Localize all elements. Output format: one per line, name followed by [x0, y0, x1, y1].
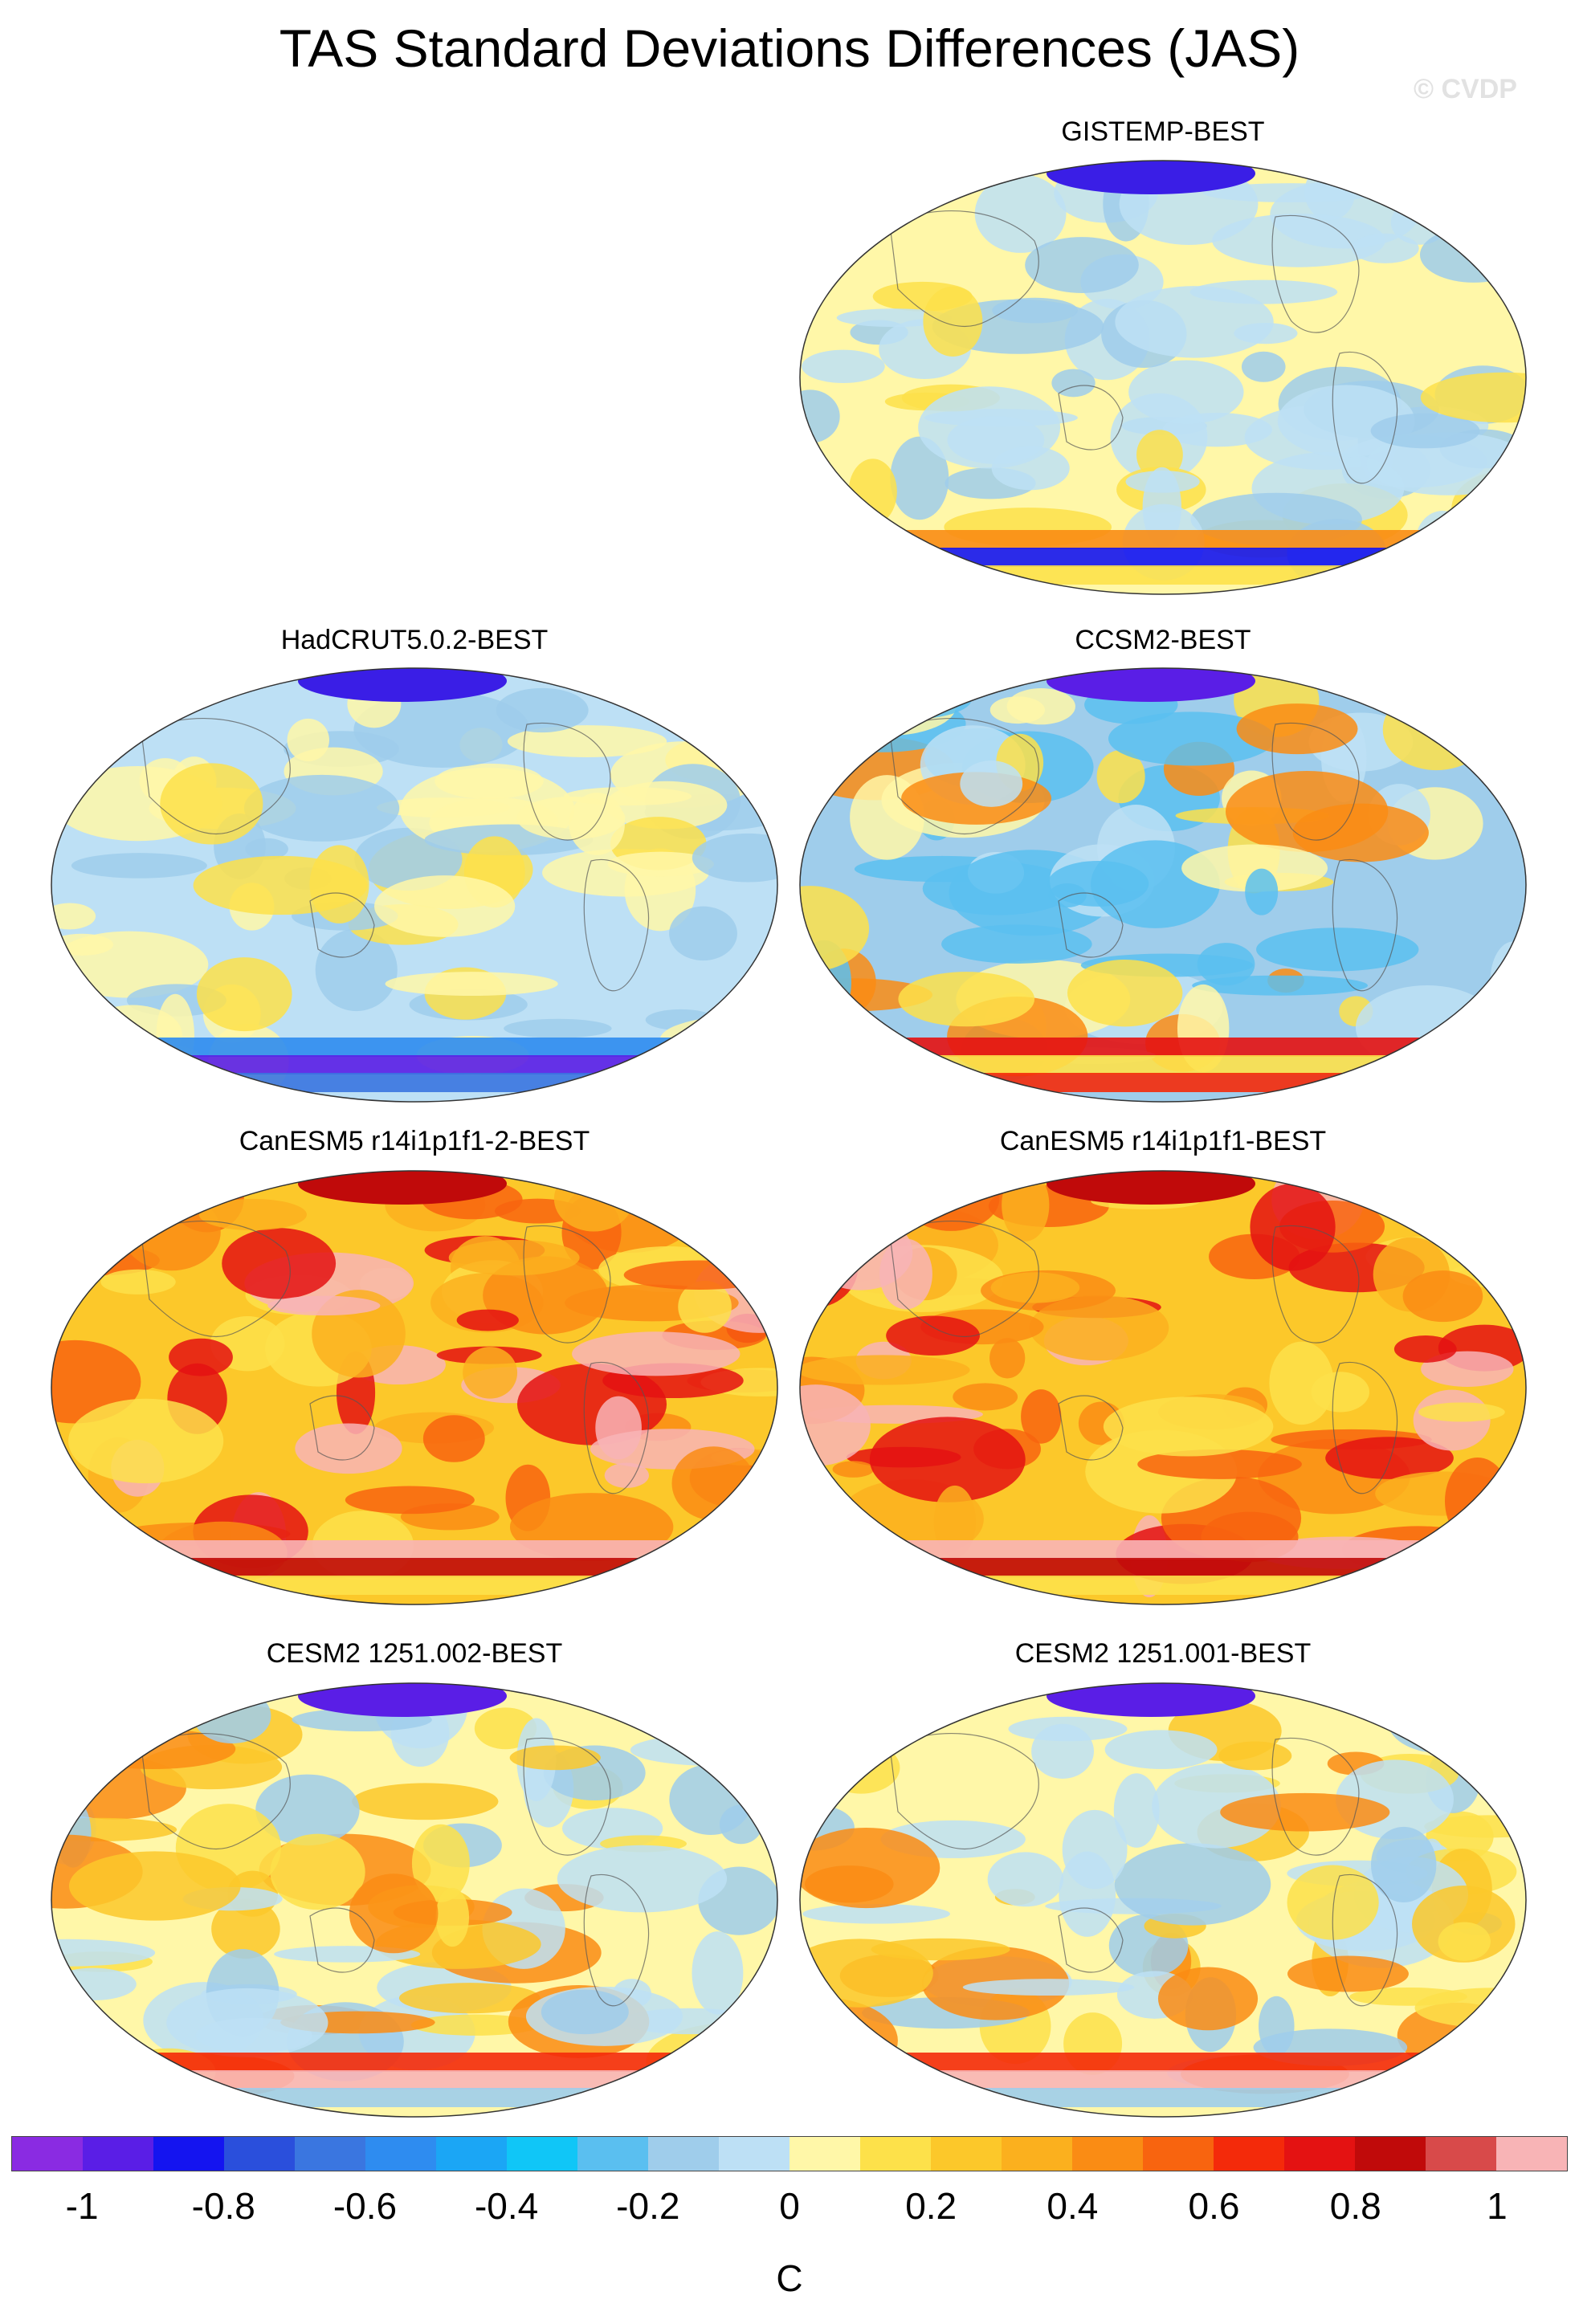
colorbar-segment: [1355, 2137, 1426, 2171]
map-cesm2-001: [799, 1682, 1527, 2118]
colorbar-segment: [1072, 2137, 1143, 2171]
colorbar-segment: [719, 2137, 790, 2171]
colorbar-segment: [365, 2137, 436, 2171]
colorbar-segment: [436, 2137, 507, 2171]
colorbar-segment: [153, 2137, 224, 2171]
map-canesm: [799, 1170, 1527, 1605]
colorbar-segment: [931, 2137, 1002, 2171]
panel-label-cesm2-002: CESM2 1251.002-BEST: [266, 1638, 563, 1669]
colorbar-unit: C: [776, 2257, 803, 2299]
cvdp-watermark: © CVDP: [1414, 74, 1517, 104]
colorbar-tick-label: 0.6: [1188, 2185, 1240, 2227]
panel-label-hadcrut: HadCRUT5.0.2-BEST: [280, 625, 549, 655]
colorbar-tick-label: -0.4: [474, 2185, 539, 2227]
colorbar-segment: [790, 2137, 860, 2171]
colorbar-segment: [1143, 2137, 1214, 2171]
colorbar-tick-label: -0.8: [191, 2185, 255, 2227]
colorbar-segment: [12, 2137, 83, 2171]
colorbar-segment: [1284, 2137, 1355, 2171]
colorbar-tick-label: -0.2: [616, 2185, 680, 2227]
colorbar-segment: [577, 2137, 648, 2171]
colorbar-tick-label: 1: [1487, 2185, 1508, 2227]
map-canesm-2: [51, 1170, 778, 1605]
panel-label-canesm: CanESM5 r14i1p1f1-BEST: [999, 1126, 1327, 1156]
colorbar: [11, 2136, 1568, 2171]
colorbar-tick-label: 0.2: [905, 2185, 957, 2227]
colorbar-tick-label: -0.6: [333, 2185, 398, 2227]
figure-title: TAS Standard Deviations Differences (JAS…: [279, 18, 1300, 78]
panel-label-canesm-2: CanESM5 r14i1p1f1-2-BEST: [239, 1126, 590, 1156]
colorbar-tick-label: -1: [65, 2185, 99, 2227]
colorbar-segment: [860, 2137, 931, 2171]
panel-label-cesm2-001: CESM2 1251.001-BEST: [1014, 1638, 1312, 1669]
map-ccsm2: [799, 667, 1527, 1103]
panel-label-ccsm2: CCSM2-BEST: [1075, 625, 1251, 655]
colorbar-segment: [1002, 2137, 1072, 2171]
colorbar-tick-label: 0.8: [1329, 2185, 1381, 2227]
panel-label-gistemp: GISTEMP-BEST: [1061, 116, 1265, 147]
colorbar-segment: [1426, 2137, 1496, 2171]
colorbar-tick-label: 0.4: [1047, 2185, 1099, 2227]
colorbar-segment: [224, 2137, 295, 2171]
colorbar-segment: [507, 2137, 577, 2171]
colorbar-segment: [648, 2137, 719, 2171]
colorbar-segment: [83, 2137, 153, 2171]
map-gistemp: [799, 160, 1527, 595]
colorbar-tick-label: 0: [779, 2185, 800, 2227]
colorbar-segment: [295, 2137, 365, 2171]
map-cesm2-002: [51, 1682, 778, 2118]
colorbar-segment: [1214, 2137, 1284, 2171]
colorbar-segment: [1496, 2137, 1567, 2171]
map-hadcrut: [51, 667, 778, 1103]
